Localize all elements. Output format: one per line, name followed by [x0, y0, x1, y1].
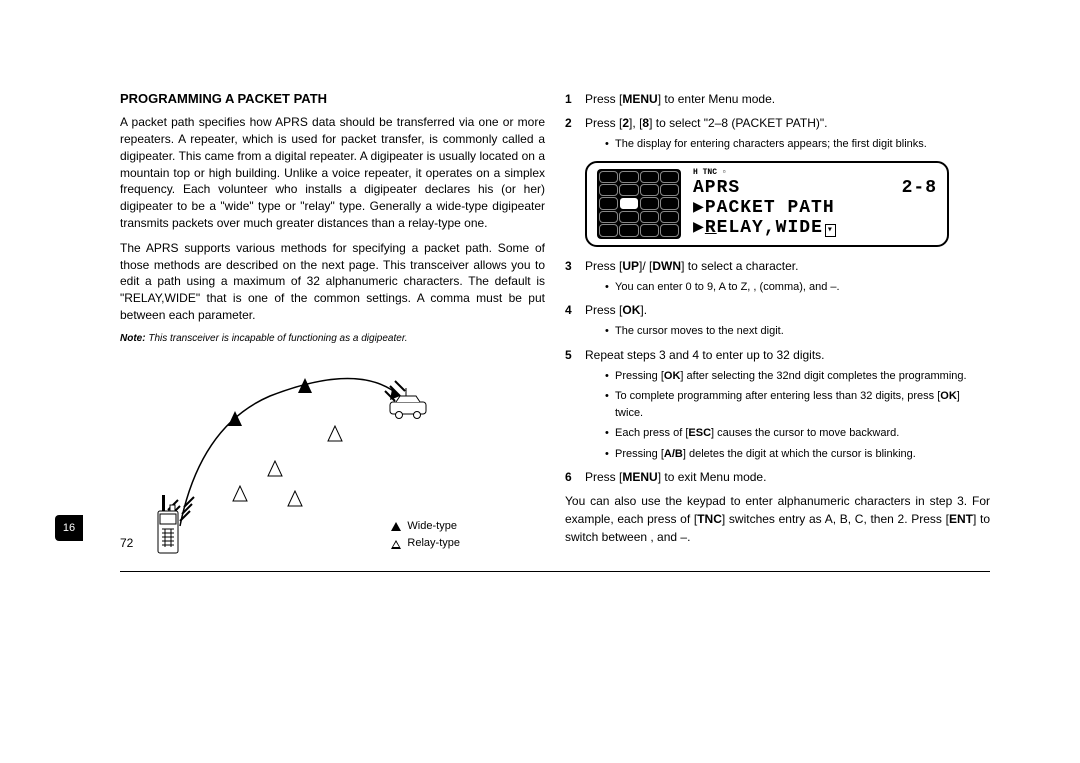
key-dwn: [DWN] [649, 259, 684, 273]
chapter-tab: 16 [55, 515, 83, 541]
step-3-bullet-1: You can enter 0 to 9, A to Z, , (comma),… [605, 279, 990, 296]
diagram-legend: Wide-type Relay-type [391, 517, 460, 552]
key-ab: [A/B] [661, 448, 686, 460]
section-heading: PROGRAMMING A PACKET PATH [120, 90, 545, 108]
note-line: Note: This transceiver is incapable of f… [120, 332, 545, 346]
legend-relay: Relay-type [391, 536, 460, 551]
manual-page: PROGRAMMING A PACKET PATH A packet path … [0, 0, 1080, 596]
note-text: This transceiver is incapable of functio… [146, 333, 408, 344]
key-up: [UP] [619, 259, 642, 273]
triangle-outline-icon [391, 540, 401, 549]
paragraph-2: The APRS supports various methods for sp… [120, 240, 545, 324]
right-column: Press [MENU] to enter Menu mode. Press [… [565, 90, 1020, 556]
step-3: Press [UP]/ [DWN] to select a character.… [565, 257, 990, 296]
step-5-bullet-4: Pressing [A/B] deletes the digit at whic… [605, 446, 990, 463]
step-5-bullet-2: To complete programming after entering l… [605, 388, 990, 421]
keypad-icon [597, 169, 681, 239]
key-menu: [MENU] [619, 92, 661, 106]
legend-wide: Wide-type [391, 519, 460, 534]
legend-relay-label: Relay-type [407, 536, 460, 551]
key-ok: [OK] [619, 303, 644, 317]
key-ok-3: [OK] [937, 390, 960, 402]
triangle-filled-icon [391, 522, 401, 531]
key-2: [2] [619, 116, 632, 130]
key-menu-2: [MENU] [619, 470, 661, 484]
step-4-bullets: The cursor moves to the next digit. [585, 323, 990, 340]
lcd-line-3: ▶RELAY,WIDE▾ [693, 219, 937, 239]
lcd-text: H TNC ▫ APRS 2-8 ▶PACKET PATH ▶RELAY,WID… [693, 169, 937, 239]
step-4-bullet-1: The cursor moves to the next digit. [605, 323, 990, 340]
left-column: PROGRAMMING A PACKET PATH A packet path … [60, 90, 545, 556]
step-1: Press [MENU] to enter Menu mode. [565, 90, 990, 108]
legend-wide-label: Wide-type [407, 519, 457, 534]
footer-rule [120, 571, 990, 572]
key-tnc: [TNC] [694, 512, 725, 526]
step-2-bullet-1: The display for entering characters appe… [605, 136, 990, 153]
step-5: Repeat steps 3 and 4 to enter up to 32 d… [565, 346, 990, 463]
step-4: Press [OK]. The cursor moves to the next… [565, 301, 990, 340]
paragraph-1: A packet path specifies how APRS data sh… [120, 114, 545, 232]
key-ok-2: [OK] [661, 370, 684, 382]
lcd-display: H TNC ▫ APRS 2-8 ▶PACKET PATH ▶RELAY,WID… [585, 161, 949, 247]
step-5-bullet-3: Each press of [ESC] causes the cursor to… [605, 425, 990, 442]
lcd-line-2: ▶PACKET PATH [693, 199, 937, 219]
key-ent: [ENT] [946, 512, 977, 526]
note-label: Note: [120, 333, 146, 344]
packet-path-diagram: Wide-type Relay-type [120, 356, 460, 556]
step-3-bullets: You can enter 0 to 9, A to Z, , (comma),… [585, 279, 990, 296]
trailing-paragraph: You can also use the keypad to enter alp… [565, 492, 990, 546]
steps-list-cont: Press [UP]/ [DWN] to select a character.… [565, 257, 990, 487]
lcd-indicators: H TNC ▫ [693, 169, 937, 178]
key-esc: [ESC] [685, 427, 714, 439]
step-6: Press [MENU] to exit Menu mode. [565, 468, 990, 486]
step-2-bullets: The display for entering characters appe… [585, 136, 990, 153]
key-8: [8] [639, 116, 652, 130]
step-5-bullet-1: Pressing [OK] after selecting the 32nd d… [605, 368, 990, 385]
step-5-bullets: Pressing [OK] after selecting the 32nd d… [585, 368, 990, 463]
page-number: 72 [120, 535, 133, 552]
steps-list: Press [MENU] to enter Menu mode. Press [… [565, 90, 990, 153]
lcd-line-1: APRS 2-8 [693, 179, 937, 199]
step-2: Press [2], [8] to select "2–8 (PACKET PA… [565, 114, 990, 153]
